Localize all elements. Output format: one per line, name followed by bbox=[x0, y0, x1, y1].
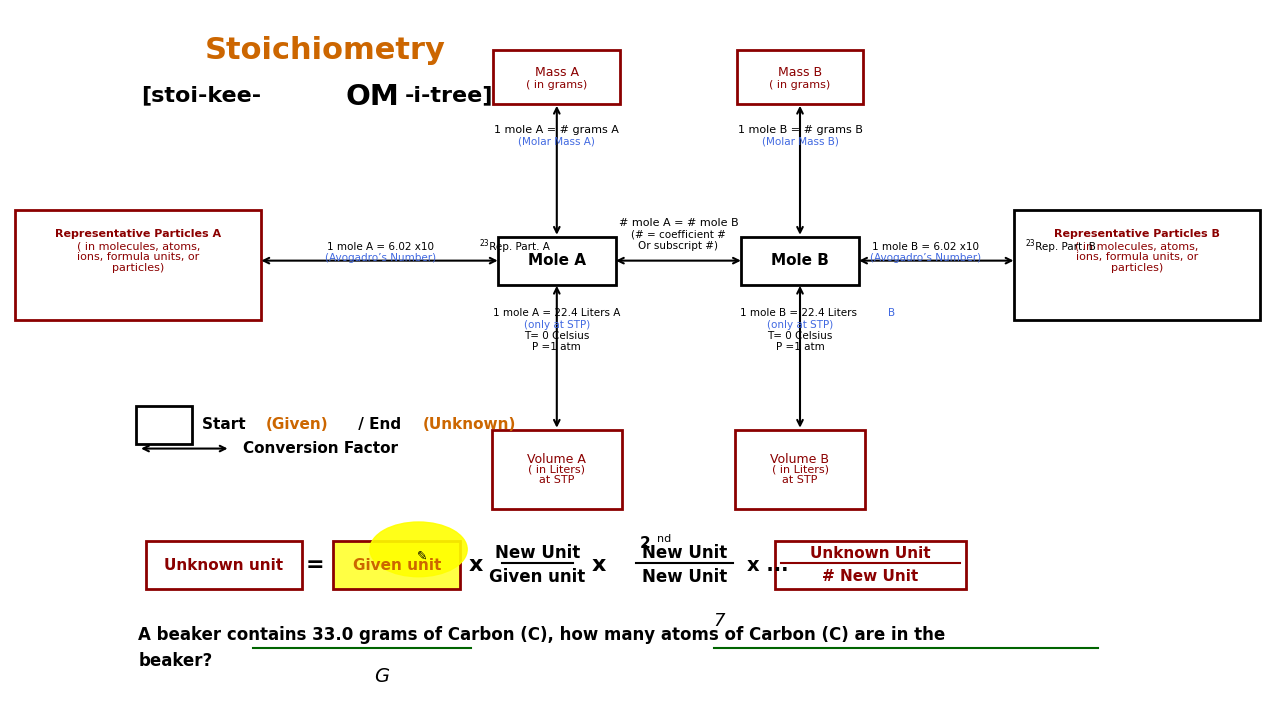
Text: Volume A: Volume A bbox=[527, 453, 586, 466]
Text: Rep. Part. A: Rep. Part. A bbox=[486, 242, 550, 252]
FancyBboxPatch shape bbox=[737, 50, 864, 104]
Circle shape bbox=[370, 522, 467, 577]
Text: # mole A = # mole B: # mole A = # mole B bbox=[618, 218, 739, 228]
FancyBboxPatch shape bbox=[494, 50, 621, 104]
Text: Conversion Factor: Conversion Factor bbox=[243, 441, 398, 456]
Text: A beaker contains 33.0 grams of Carbon (C), how many atoms of Carbon (C) are in : A beaker contains 33.0 grams of Carbon (… bbox=[138, 626, 946, 644]
Text: Or subscript #): Or subscript #) bbox=[639, 240, 718, 251]
Text: B: B bbox=[888, 308, 896, 318]
Text: at STP: at STP bbox=[782, 474, 818, 485]
Text: ( in molecules, atoms,: ( in molecules, atoms, bbox=[77, 241, 200, 251]
Text: Stoichiometry: Stoichiometry bbox=[205, 36, 445, 65]
Text: / End: / End bbox=[353, 417, 407, 431]
Text: T= 0 Celsius: T= 0 Celsius bbox=[524, 330, 590, 341]
Text: 1 mole B = # grams B: 1 mole B = # grams B bbox=[737, 125, 863, 135]
Text: New Unit: New Unit bbox=[643, 569, 727, 586]
Text: (# = coefficient #: (# = coefficient # bbox=[631, 230, 726, 240]
Text: Mole B: Mole B bbox=[771, 253, 829, 268]
FancyBboxPatch shape bbox=[741, 236, 859, 284]
Text: 23: 23 bbox=[1025, 239, 1036, 248]
Text: Rep. Part. B: Rep. Part. B bbox=[1032, 242, 1096, 252]
Text: beaker?: beaker? bbox=[138, 652, 212, 670]
Text: Unknown Unit: Unknown Unit bbox=[810, 546, 931, 561]
Text: Given unit: Given unit bbox=[352, 558, 442, 572]
Text: G: G bbox=[374, 667, 389, 686]
Text: Representative Particles A: Representative Particles A bbox=[55, 229, 221, 239]
Text: ✎: ✎ bbox=[417, 549, 428, 562]
Text: (Avogadro’s Number): (Avogadro’s Number) bbox=[870, 253, 980, 264]
Text: ions, formula units, or: ions, formula units, or bbox=[77, 252, 200, 262]
Text: x: x bbox=[591, 555, 607, 575]
Text: x: x bbox=[468, 555, 484, 575]
Text: T= 0 Celsius: T= 0 Celsius bbox=[767, 330, 833, 341]
Text: 1 mole A = # grams A: 1 mole A = # grams A bbox=[494, 125, 620, 135]
Text: 1 mole A = 6.02 x10: 1 mole A = 6.02 x10 bbox=[326, 242, 434, 252]
FancyBboxPatch shape bbox=[15, 210, 261, 320]
FancyBboxPatch shape bbox=[498, 236, 616, 284]
Text: at STP: at STP bbox=[539, 474, 575, 485]
Text: P =1 atm: P =1 atm bbox=[776, 342, 824, 352]
Text: [stoi-kee-: [stoi-kee- bbox=[141, 85, 261, 105]
Text: Volume B: Volume B bbox=[771, 453, 829, 466]
Text: New Unit: New Unit bbox=[643, 544, 727, 562]
Text: nd: nd bbox=[657, 534, 671, 544]
Text: =: = bbox=[306, 555, 324, 575]
Text: ( in grams): ( in grams) bbox=[769, 80, 831, 90]
Text: Mass B: Mass B bbox=[778, 66, 822, 78]
Text: # New Unit: # New Unit bbox=[822, 570, 919, 584]
Text: ( in molecules, atoms,: ( in molecules, atoms, bbox=[1075, 241, 1198, 251]
Text: 2: 2 bbox=[640, 536, 650, 551]
FancyBboxPatch shape bbox=[735, 431, 865, 508]
Text: (Molar Mass A): (Molar Mass A) bbox=[518, 137, 595, 147]
Text: ( in grams): ( in grams) bbox=[526, 80, 588, 90]
FancyBboxPatch shape bbox=[136, 406, 192, 444]
FancyBboxPatch shape bbox=[146, 541, 302, 589]
Text: Representative Particles B: Representative Particles B bbox=[1053, 229, 1220, 239]
Text: Start: Start bbox=[202, 417, 251, 431]
FancyBboxPatch shape bbox=[776, 541, 966, 589]
Text: OM: OM bbox=[346, 84, 399, 111]
FancyBboxPatch shape bbox=[1014, 210, 1260, 320]
Text: Given unit: Given unit bbox=[489, 569, 586, 586]
Text: (Avogadro’s Number): (Avogadro’s Number) bbox=[325, 253, 435, 264]
Text: 1 mole B = 22.4 Liters: 1 mole B = 22.4 Liters bbox=[740, 308, 860, 318]
Text: Mole A: Mole A bbox=[527, 253, 586, 268]
Text: P =1 atm: P =1 atm bbox=[532, 342, 581, 352]
FancyBboxPatch shape bbox=[333, 541, 461, 589]
Text: (Molar Mass B): (Molar Mass B) bbox=[762, 137, 838, 147]
Text: particles): particles) bbox=[1111, 263, 1162, 273]
Text: x ...: x ... bbox=[748, 556, 788, 575]
Text: (Given): (Given) bbox=[266, 417, 329, 431]
Text: 23: 23 bbox=[480, 239, 490, 248]
Text: 1 mole B = 6.02 x10: 1 mole B = 6.02 x10 bbox=[872, 242, 979, 252]
Text: ( in Liters): ( in Liters) bbox=[529, 464, 585, 474]
Text: ions, formula units, or: ions, formula units, or bbox=[1075, 252, 1198, 262]
FancyBboxPatch shape bbox=[492, 431, 622, 508]
Text: 7: 7 bbox=[714, 611, 724, 629]
Text: (only at STP): (only at STP) bbox=[524, 320, 590, 330]
Text: 1 mole A = 22.4 Liters A: 1 mole A = 22.4 Liters A bbox=[493, 308, 621, 318]
Text: New Unit: New Unit bbox=[495, 544, 580, 562]
Text: Mass A: Mass A bbox=[535, 66, 579, 78]
Text: (only at STP): (only at STP) bbox=[767, 320, 833, 330]
Text: ( in Liters): ( in Liters) bbox=[772, 464, 828, 474]
Text: Unknown unit: Unknown unit bbox=[164, 558, 284, 572]
Text: particles): particles) bbox=[113, 263, 164, 273]
Text: -i-tree]: -i-tree] bbox=[404, 85, 493, 105]
Text: (Unknown): (Unknown) bbox=[422, 417, 516, 431]
